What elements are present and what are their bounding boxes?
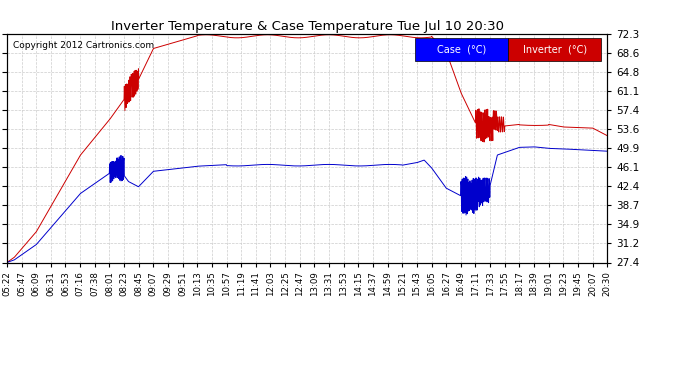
Text: Inverter  (°C): Inverter (°C) bbox=[522, 45, 586, 55]
Title: Inverter Temperature & Case Temperature Tue Jul 10 20:30: Inverter Temperature & Case Temperature … bbox=[110, 20, 504, 33]
Text: Case  (°C): Case (°C) bbox=[437, 45, 486, 55]
Text: Copyright 2012 Cartronics.com: Copyright 2012 Cartronics.com bbox=[13, 40, 154, 50]
FancyBboxPatch shape bbox=[508, 38, 601, 61]
FancyBboxPatch shape bbox=[415, 38, 508, 61]
